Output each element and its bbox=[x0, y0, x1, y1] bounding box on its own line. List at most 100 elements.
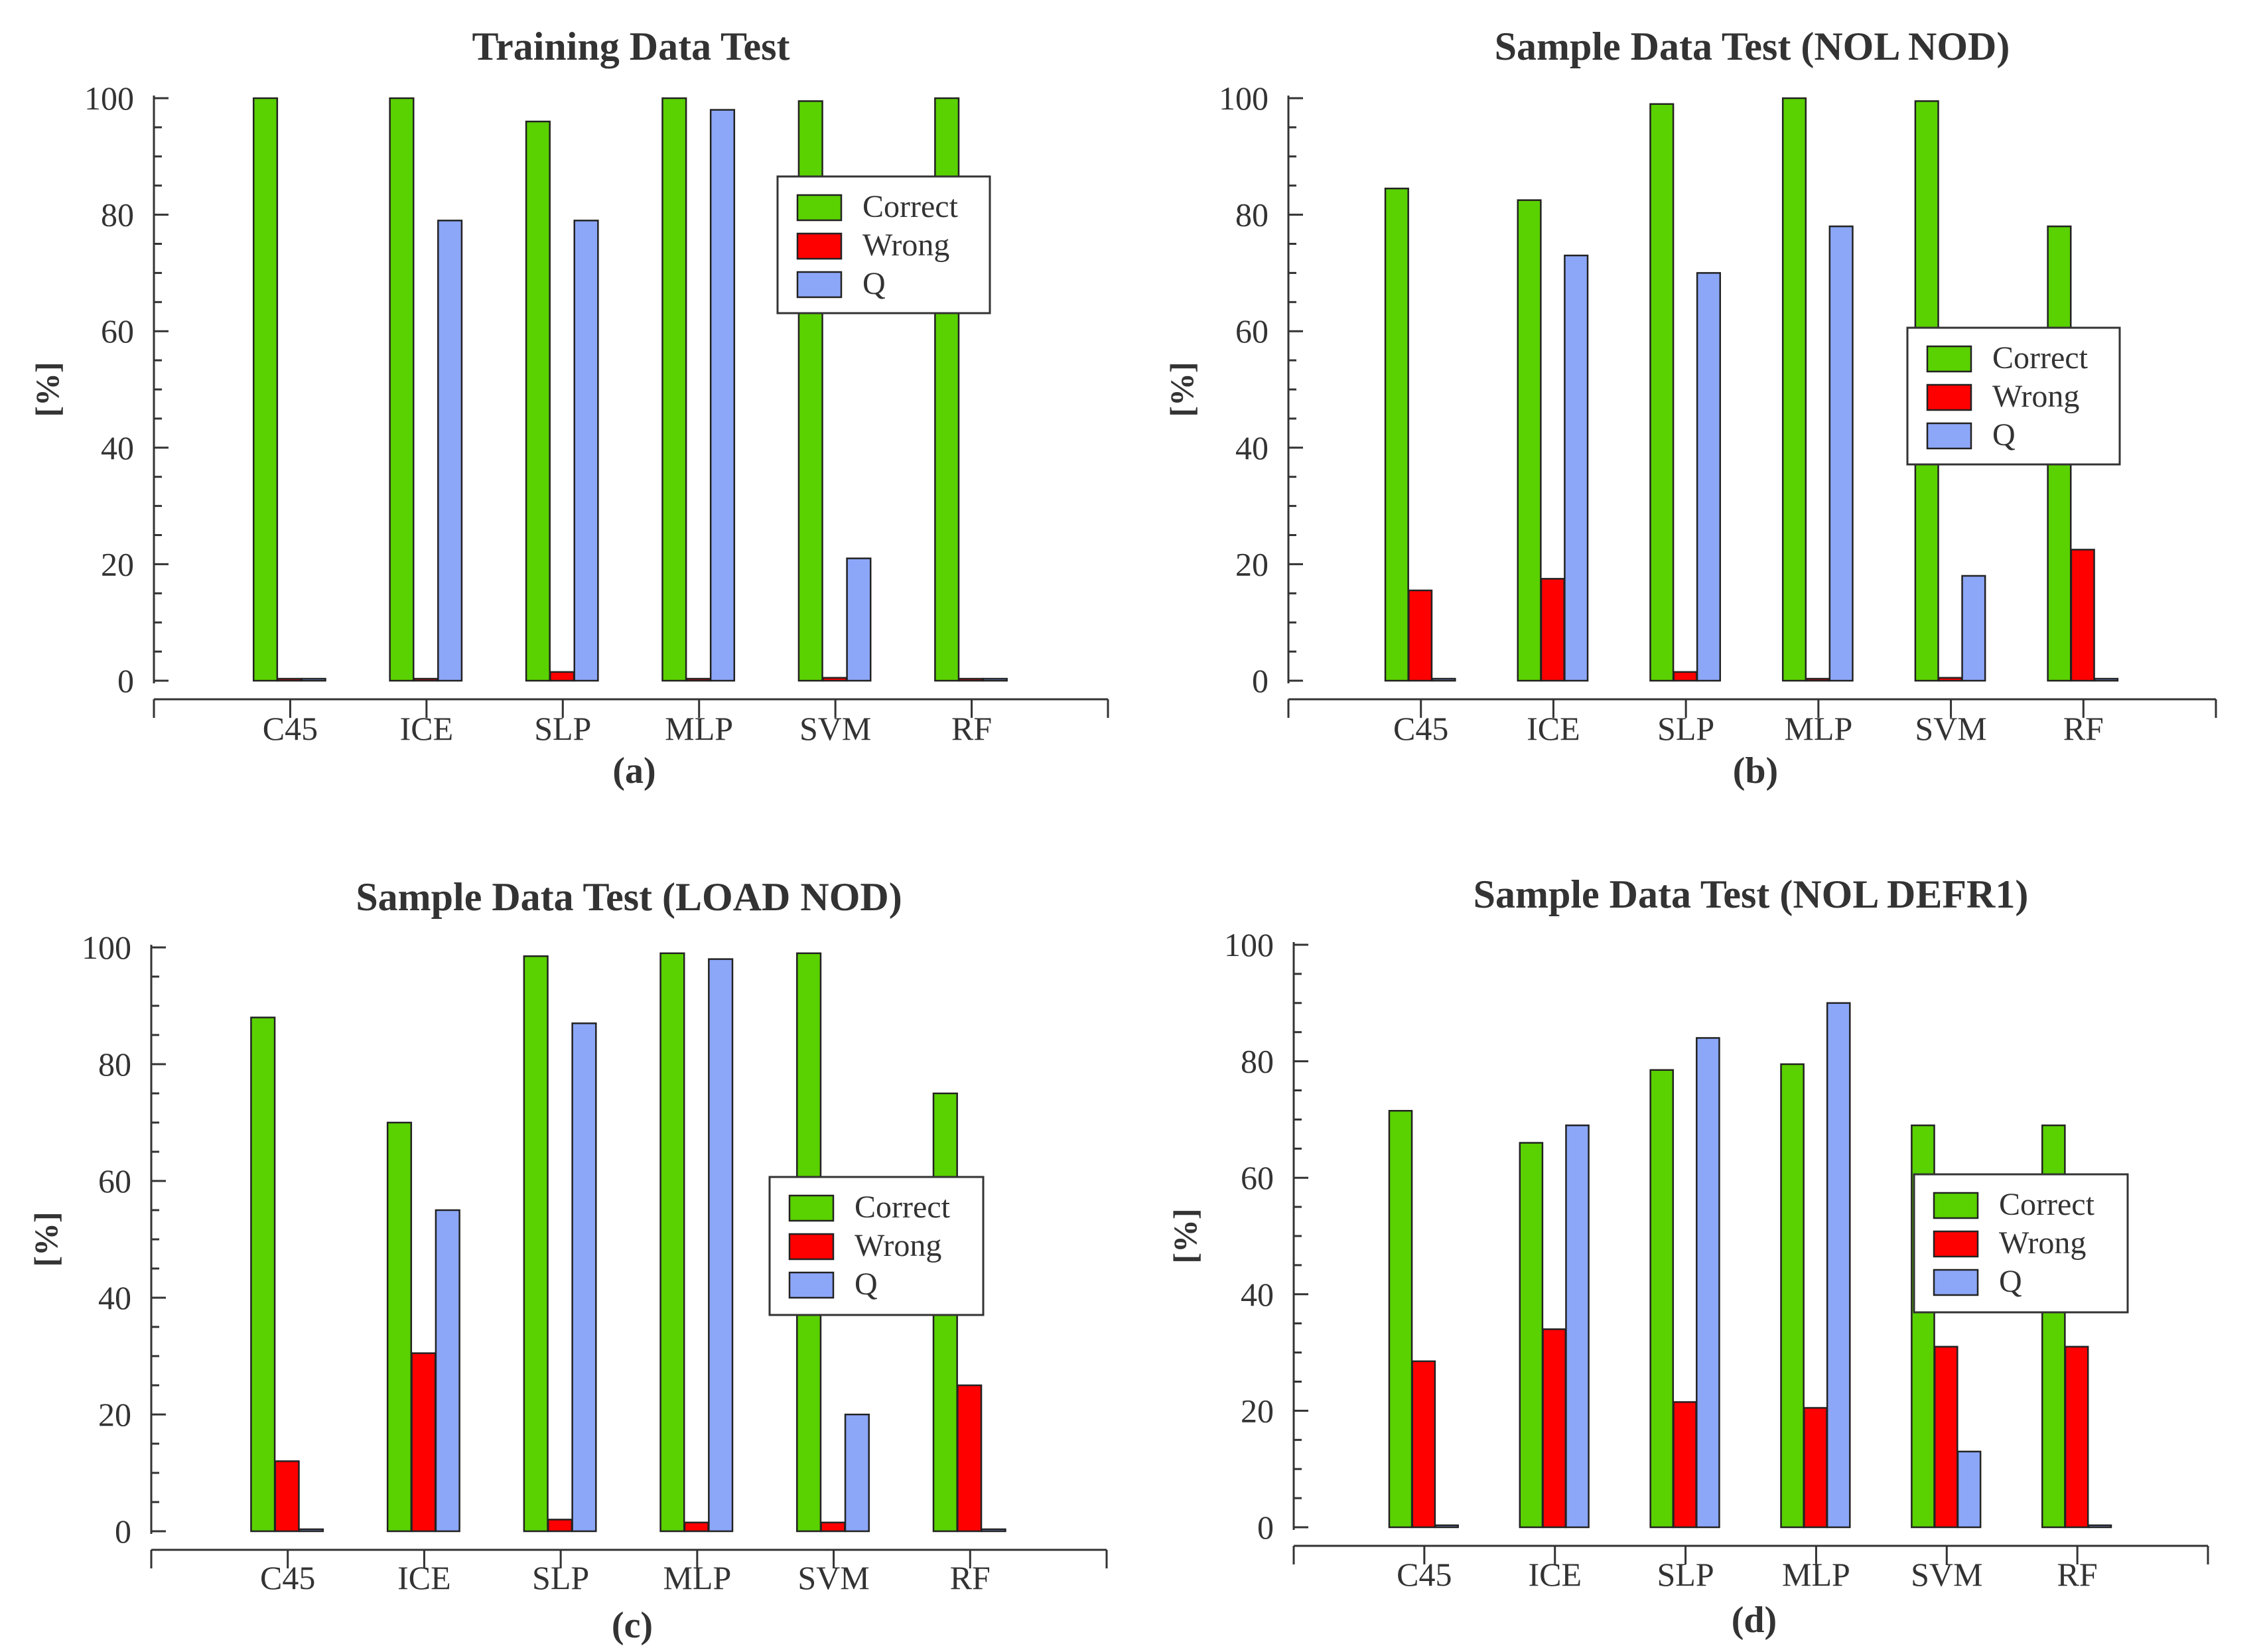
y-tick-label: 100 bbox=[84, 80, 134, 117]
bar-correct-c45 bbox=[252, 97, 279, 682]
chart-subtitle: (b) bbox=[1733, 750, 1778, 792]
bar-q-ice bbox=[1564, 254, 1589, 682]
bar-wrong-svm bbox=[1933, 1345, 1958, 1529]
x-tick-label: SVM bbox=[799, 710, 871, 747]
bar-q-svm bbox=[1961, 575, 1986, 682]
legend-swatch-wrong bbox=[788, 1233, 835, 1261]
bar-correct-mlp bbox=[661, 97, 687, 682]
x-tick-label: ICE bbox=[397, 1559, 451, 1596]
bar-q-slp bbox=[1696, 272, 1721, 682]
bar-wrong-rf bbox=[2064, 1345, 2089, 1529]
chart-title: Sample Data Test (NOL DEFR1) bbox=[1474, 872, 2029, 916]
bar-wrong-svm bbox=[820, 1521, 846, 1533]
bar-wrong-mlp bbox=[683, 1521, 709, 1533]
x-tick-label: MLP bbox=[1782, 1556, 1850, 1593]
legend-swatch-wrong bbox=[1926, 383, 1972, 411]
legend-swatch-wrong bbox=[1933, 1230, 1979, 1258]
chart-panel-3: Sample Data Test (LOAD NOD) (c) [%] 0 20 40 60… bbox=[27, 875, 1108, 1646]
y-tick-label: 80 bbox=[1241, 1043, 1274, 1080]
legend-swatch-correct bbox=[1933, 1192, 1979, 1219]
legend-label-q: Q bbox=[862, 266, 886, 301]
x-tick-label: SLP bbox=[534, 710, 591, 747]
bar-correct-ice bbox=[1517, 199, 1542, 682]
x-tick-label: MLP bbox=[1784, 710, 1852, 747]
x-tick-label: ICE bbox=[400, 710, 454, 747]
bar-wrong-ice bbox=[1540, 578, 1565, 682]
legend-swatch-wrong bbox=[796, 232, 843, 260]
y-tick-label: 20 bbox=[101, 545, 134, 583]
x-tick-label: RF bbox=[2063, 710, 2104, 747]
bar-correct-mlp bbox=[1781, 97, 1807, 682]
x-tick-label: C45 bbox=[1397, 1556, 1452, 1593]
y-tick-label: 40 bbox=[101, 429, 134, 466]
y-tick-label: 100 bbox=[1219, 80, 1269, 117]
chart-panel-4: Sample Data Test (NOL DEFR1) (d) [%] 0 20 40 6… bbox=[1166, 872, 2209, 1641]
bar-wrong-mlp bbox=[685, 677, 711, 682]
bar-q-mlp bbox=[1826, 1002, 1851, 1529]
x-tick-label: SLP bbox=[1657, 710, 1714, 747]
x-tick-label: RF bbox=[2057, 1556, 2098, 1593]
bar-wrong-ice bbox=[1542, 1328, 1567, 1529]
bar-correct-slp bbox=[1649, 1069, 1675, 1529]
bar-wrong-slp bbox=[1673, 671, 1698, 682]
bar-correct-ice bbox=[1519, 1142, 1544, 1529]
bar-q-slp bbox=[571, 1022, 597, 1533]
bar-q-svm bbox=[1956, 1450, 1982, 1529]
x-tick-label: SLP bbox=[532, 1559, 589, 1596]
bar-correct-slp bbox=[523, 955, 549, 1533]
legend-swatch-correct bbox=[1926, 345, 1972, 373]
chart-subtitle: (c) bbox=[612, 1605, 653, 1646]
chart-title: Sample Data Test (LOAD NOD) bbox=[356, 875, 902, 919]
legend-swatch-q bbox=[796, 271, 843, 299]
x-tick-label: C45 bbox=[263, 710, 318, 747]
x-tick-label: C45 bbox=[1393, 710, 1448, 747]
y-tick-label: 0 bbox=[1252, 662, 1269, 699]
bar-q-mlp bbox=[1828, 225, 1854, 682]
bar-correct-ice bbox=[389, 97, 415, 682]
bar-q-svm bbox=[846, 557, 872, 682]
chart-subtitle: (d) bbox=[1732, 1600, 1777, 1641]
bar-q-mlp bbox=[708, 958, 734, 1533]
x-tick-label: RF bbox=[950, 1559, 991, 1596]
bar-correct-c45 bbox=[1384, 187, 1409, 682]
bar-wrong-c45 bbox=[1408, 589, 1433, 682]
y-axis-label: [%] bbox=[1163, 362, 1200, 417]
bar-q-slp bbox=[1696, 1037, 1720, 1529]
legend-label-q: Q bbox=[855, 1267, 878, 1302]
legend-label-q: Q bbox=[1999, 1264, 2022, 1299]
y-tick-label: 20 bbox=[1235, 545, 1269, 583]
bar-q-rf bbox=[982, 677, 1008, 682]
y-tick-label: 40 bbox=[1241, 1276, 1274, 1313]
bar-wrong-mlp bbox=[1805, 677, 1830, 682]
x-tick-label: RF bbox=[951, 710, 992, 747]
legend-swatch-q bbox=[1926, 422, 1972, 450]
bar-q-rf bbox=[2087, 1524, 2112, 1529]
bar-wrong-svm bbox=[1937, 677, 1963, 682]
legend-swatch-q bbox=[788, 1271, 835, 1299]
y-tick-label: 60 bbox=[1241, 1159, 1274, 1196]
y-tick-label: 100 bbox=[82, 929, 131, 966]
bar-q-svm bbox=[844, 1413, 870, 1533]
legend-label-wrong: Wrong bbox=[1999, 1225, 2086, 1261]
bar-wrong-ice bbox=[411, 1352, 437, 1533]
bar-q-rf bbox=[2094, 677, 2119, 682]
bar-correct-slp bbox=[525, 120, 551, 682]
bar-q-c45 bbox=[1434, 1524, 1459, 1529]
y-tick-label: 80 bbox=[1235, 196, 1269, 234]
y-axis-label: [%] bbox=[29, 362, 66, 417]
bar-correct-c45 bbox=[1388, 1109, 1413, 1529]
bar-wrong-rf bbox=[957, 1384, 983, 1533]
chart-panel-2: Sample Data Test (NOL NOD) (b) [%] 0 20 40 60 8… bbox=[1163, 25, 2217, 792]
bar-wrong-rf bbox=[2070, 549, 2095, 682]
y-tick-label: 60 bbox=[101, 312, 134, 350]
bar-wrong-mlp bbox=[1803, 1407, 1828, 1529]
bar-wrong-c45 bbox=[277, 677, 303, 682]
bar-wrong-slp bbox=[549, 671, 575, 682]
x-tick-label: SLP bbox=[1657, 1556, 1714, 1593]
legend-label-q: Q bbox=[1992, 417, 2016, 452]
y-tick-label: 60 bbox=[98, 1162, 131, 1200]
bar-q-slp bbox=[573, 220, 599, 682]
bar-correct-mlp bbox=[659, 952, 685, 1533]
y-tick-label: 40 bbox=[98, 1279, 131, 1316]
